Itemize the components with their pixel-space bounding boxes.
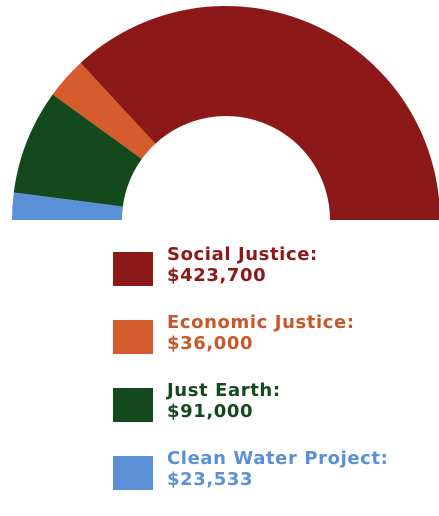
half-donut-chart bbox=[12, 6, 439, 220]
legend-swatch-social-justice bbox=[113, 252, 153, 286]
legend-value-economic-justice: $36,000 bbox=[167, 333, 254, 354]
legend-value-clean-water-project: $23,533 bbox=[167, 469, 254, 490]
slice-clean-water-project bbox=[12, 192, 123, 220]
legend-value-social-justice: $423,700 bbox=[167, 265, 267, 286]
legend-text-just-earth: Just Earth: $91,000 bbox=[167, 380, 281, 422]
legend-text-clean-water-project: Clean Water Project: $23,533 bbox=[167, 448, 388, 490]
legend-label-clean-water-project: Clean Water Project: bbox=[167, 448, 389, 469]
legend-item-economic-justice: Economic Justice: $36,000 bbox=[113, 312, 433, 380]
slice-economic-justice bbox=[52, 63, 156, 160]
legend-item-just-earth: Just Earth: $91,000 bbox=[113, 380, 433, 448]
legend-swatch-economic-justice bbox=[113, 320, 153, 354]
legend-item-clean-water-project: Clean Water Project: $23,533 bbox=[113, 448, 433, 516]
legend-label-economic-justice: Economic Justice: bbox=[167, 312, 355, 333]
chart-legend: Social Justice: $423,700 Economic Justic… bbox=[113, 244, 433, 516]
legend-swatch-just-earth bbox=[113, 388, 153, 422]
legend-text-social-justice: Social Justice: $423,700 bbox=[167, 244, 318, 286]
slice-social-justice bbox=[80, 6, 439, 220]
legend-text-economic-justice: Economic Justice: $36,000 bbox=[167, 312, 355, 354]
legend-label-just-earth: Just Earth: bbox=[167, 380, 281, 401]
legend-value-just-earth: $91,000 bbox=[167, 401, 254, 422]
legend-item-social-justice: Social Justice: $423,700 bbox=[113, 244, 433, 312]
legend-swatch-clean-water-project bbox=[113, 456, 153, 490]
slice-just-earth bbox=[13, 94, 142, 207]
legend-label-social-justice: Social Justice: bbox=[167, 244, 318, 265]
